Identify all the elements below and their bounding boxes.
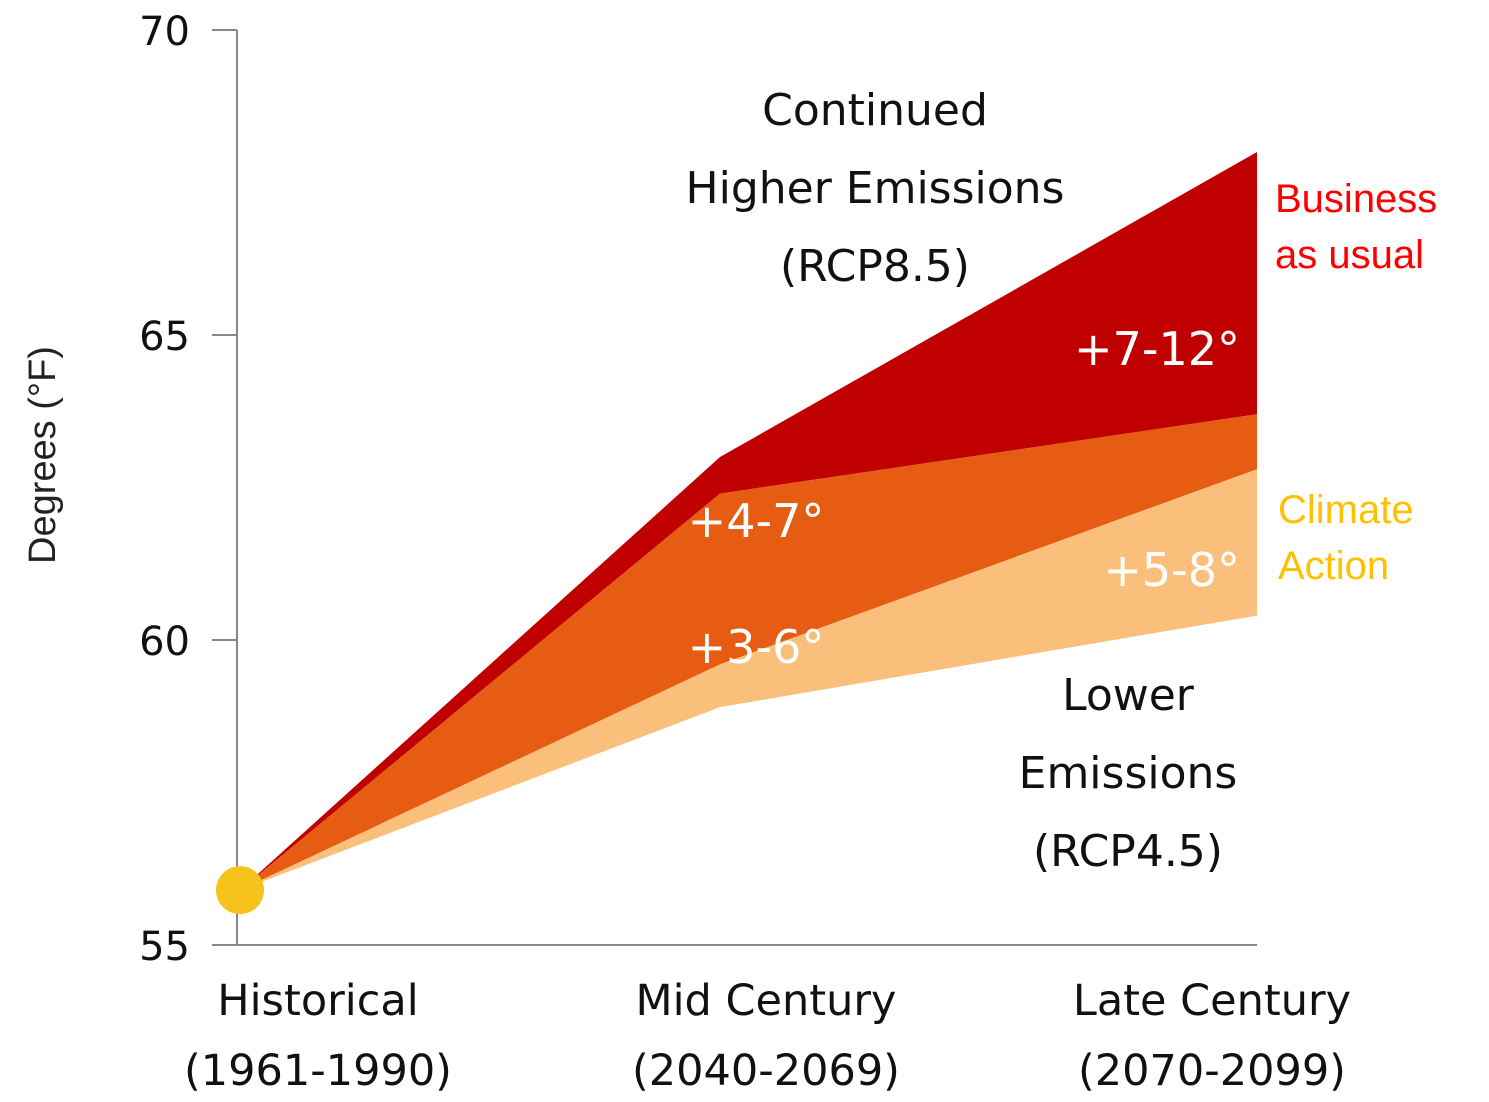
range-label-rcp45-mid: +3-6° bbox=[688, 620, 825, 674]
high-emissions-label-line3: (RCP8.5) bbox=[780, 241, 970, 292]
climate-action-label-line2: Action bbox=[1278, 544, 1389, 588]
x-category-label-0-1: (1961-1990) bbox=[184, 1046, 452, 1096]
low-emissions-label-line3: (RCP4.5) bbox=[1033, 826, 1223, 877]
chart-bands bbox=[240, 152, 1257, 891]
high-emissions-label-line2: Higher Emissions bbox=[686, 163, 1065, 214]
y-tick-label-65: 65 bbox=[139, 314, 190, 360]
y-tick-label-55: 55 bbox=[139, 924, 190, 970]
climate-action-label-line1: Climate bbox=[1278, 488, 1414, 532]
y-tick-label-70: 70 bbox=[139, 9, 190, 55]
x-category-label-1-1: (2040-2069) bbox=[632, 1046, 900, 1096]
chart-axes: 55 60 65 70 Historical (1961-1990) Mid Century… bbox=[139, 9, 1351, 1096]
business-as-usual-label-line2: as usual bbox=[1275, 233, 1424, 277]
band-0 bbox=[240, 152, 1257, 891]
range-label-rcp85-mid: +4-7° bbox=[688, 494, 825, 548]
high-emissions-label-line1: Continued bbox=[762, 85, 988, 136]
low-emissions-label-line1: Lower bbox=[1062, 670, 1195, 721]
x-category-label-0-0: Historical bbox=[217, 976, 418, 1026]
x-category-label-2-1: (2070-2099) bbox=[1078, 1046, 1346, 1096]
x-category-label-2-0: Late Century bbox=[1073, 976, 1351, 1026]
range-label-rcp85-late: +7-12° bbox=[1074, 322, 1240, 376]
low-emissions-label-line2: Emissions bbox=[1019, 748, 1238, 799]
business-as-usual-label-line1: Business bbox=[1275, 177, 1437, 221]
y-axis-label: Degrees (°F) bbox=[22, 346, 64, 564]
band-1 bbox=[240, 414, 1257, 891]
band-2 bbox=[240, 469, 1257, 891]
range-label-rcp45-late: +5-8° bbox=[1103, 543, 1240, 597]
y-tick-label-60: 60 bbox=[139, 619, 190, 665]
x-category-label-1-0: Mid Century bbox=[636, 976, 897, 1026]
historical-point bbox=[216, 866, 264, 915]
